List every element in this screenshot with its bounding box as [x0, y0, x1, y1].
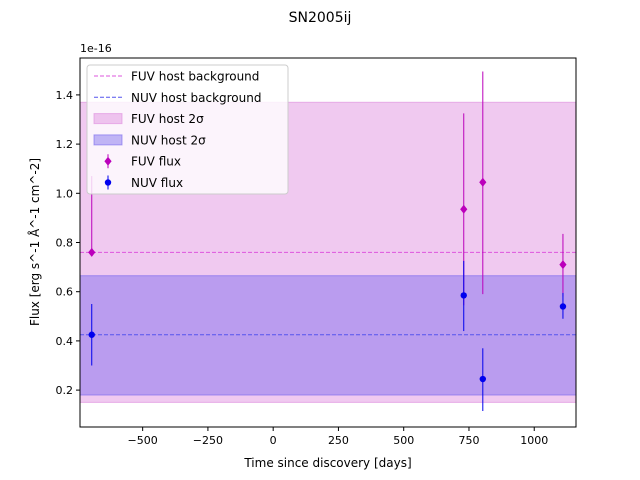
series-1-point-1 [460, 292, 467, 299]
band-1 [80, 275, 576, 396]
series-0-point-2 [479, 177, 487, 187]
y-tick-label-6: 1.4 [56, 89, 74, 102]
x-tick-label-2: 0 [270, 434, 277, 447]
series-0-point-3 [559, 260, 567, 270]
legend-band-0-swatch [93, 113, 123, 125]
series-1-point-3 [559, 303, 567, 310]
x-tick-label-4: 500 [393, 434, 414, 447]
legend: FUV host background NUV host background FU… [86, 64, 289, 195]
series-1-point-2 [479, 375, 487, 383]
y-tick-label-1: 0.4 [56, 335, 74, 348]
legend-series-0-label: FUV flux [131, 155, 181, 169]
y-offset-text: 1e-16 [80, 42, 112, 55]
x-tick-label-0: −500 [128, 434, 158, 447]
legend-band-1-swatch [93, 134, 123, 146]
y-tick-label-2: 0.6 [56, 286, 74, 299]
chart-title: SN2005ij [289, 10, 352, 26]
y-tick-label-5: 1.2 [56, 138, 74, 151]
legend-series-1-swatch [104, 179, 112, 186]
x-tick-label-5: 750 [458, 434, 479, 447]
x-tick-label-1: −250 [193, 434, 223, 447]
series-0-point-0 [88, 247, 96, 257]
legend-hline-1-label: NUV host background [131, 91, 261, 105]
series-0-point-1 [460, 204, 468, 214]
y-axis-label: Flux [erg s^-1 Å^-1 cm^-2] [27, 158, 42, 326]
x-axis-label: Time since discovery [days] [243, 456, 411, 470]
legend-series-1-label: NUV flux [131, 176, 183, 190]
legend-band-1-label: NUV host 2σ [131, 133, 206, 147]
x-tick-label-6: 1000 [520, 434, 548, 447]
series-1-point-0 [88, 331, 95, 338]
y-tick-label-4: 1.0 [56, 187, 74, 200]
legend-hline-0-label: FUV host background [131, 70, 259, 84]
y-tick-label-3: 0.8 [56, 237, 74, 250]
legend-series-0-swatch [104, 156, 112, 166]
legend-band-0-label: FUV host 2σ [131, 112, 204, 126]
x-tick-label-3: 250 [328, 434, 349, 447]
legend-box [86, 64, 289, 195]
y-tick-label-0: 0.2 [56, 384, 74, 397]
